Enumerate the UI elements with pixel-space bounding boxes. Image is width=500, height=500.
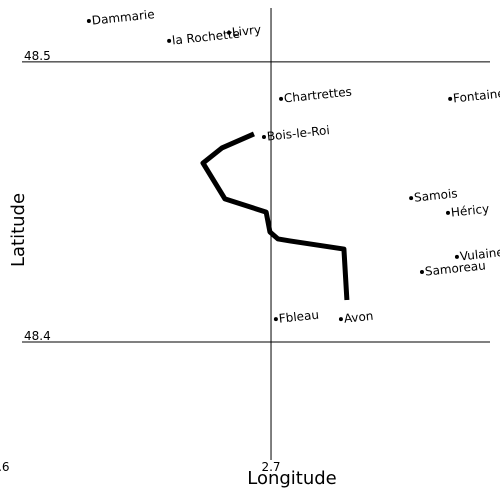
town-label: Fbleau xyxy=(278,308,319,326)
town-point xyxy=(454,254,459,259)
town-point xyxy=(445,210,450,215)
town-point xyxy=(273,317,278,322)
town-point xyxy=(227,30,232,35)
town-point xyxy=(419,270,424,275)
town-point xyxy=(261,134,266,139)
town-label: Livry xyxy=(231,22,261,39)
y-tick-label: 48.4 xyxy=(24,329,51,343)
town-label: Dammarie xyxy=(91,7,155,28)
town-label: Samois xyxy=(413,186,458,204)
town-label: Bois-le-Roi xyxy=(266,123,330,144)
town-label: Fontaine xyxy=(452,86,500,105)
town-label: la Rochette xyxy=(171,27,240,48)
town-label: Samoreau xyxy=(424,258,486,278)
town-label: Vulaine xyxy=(459,245,500,264)
x-tick-label: 2.6 xyxy=(0,460,10,474)
town-label: Héricy xyxy=(450,202,490,220)
y-axis-label: Latitude xyxy=(8,193,29,267)
town-point xyxy=(86,19,91,24)
town-point xyxy=(448,96,453,101)
town-label: Avon xyxy=(343,309,374,326)
town-point xyxy=(167,38,172,43)
town-point xyxy=(409,196,414,201)
town-label: Chartrettes xyxy=(283,85,352,106)
y-tick-label: 48.5 xyxy=(24,49,51,63)
x-axis-label: Longitude xyxy=(247,468,337,489)
town-point xyxy=(338,317,343,322)
town-point xyxy=(279,96,284,101)
track-line xyxy=(200,131,350,301)
x-tick-label: 2.7 xyxy=(261,460,280,474)
